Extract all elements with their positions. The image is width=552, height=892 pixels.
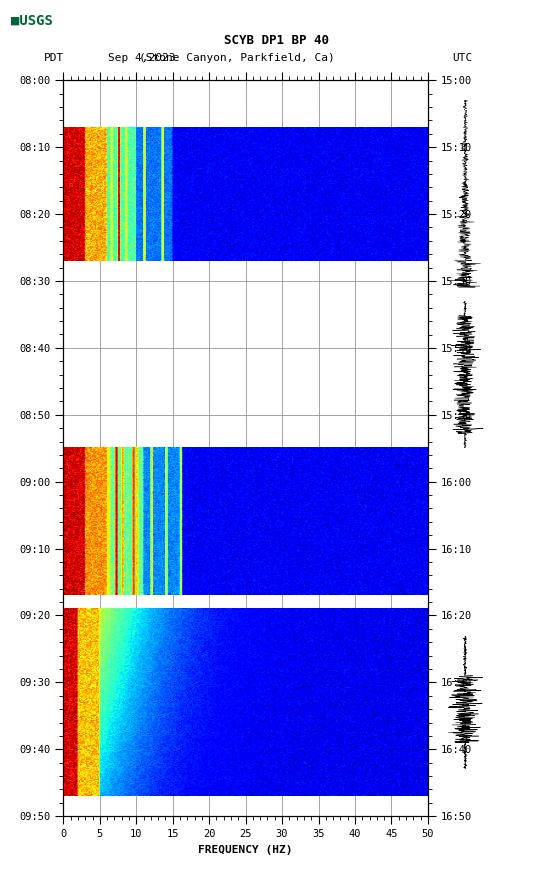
X-axis label: FREQUENCY (HZ): FREQUENCY (HZ) xyxy=(198,845,293,855)
Text: SCYB DP1 BP 40: SCYB DP1 BP 40 xyxy=(224,34,328,46)
Text: Sep 4,2023: Sep 4,2023 xyxy=(108,53,175,63)
Text: (Stone Canyon, Parkfield, Ca): (Stone Canyon, Parkfield, Ca) xyxy=(140,53,335,63)
Text: ■USGS: ■USGS xyxy=(11,13,53,28)
Text: UTC: UTC xyxy=(453,53,473,63)
Text: PDT: PDT xyxy=(44,53,65,63)
